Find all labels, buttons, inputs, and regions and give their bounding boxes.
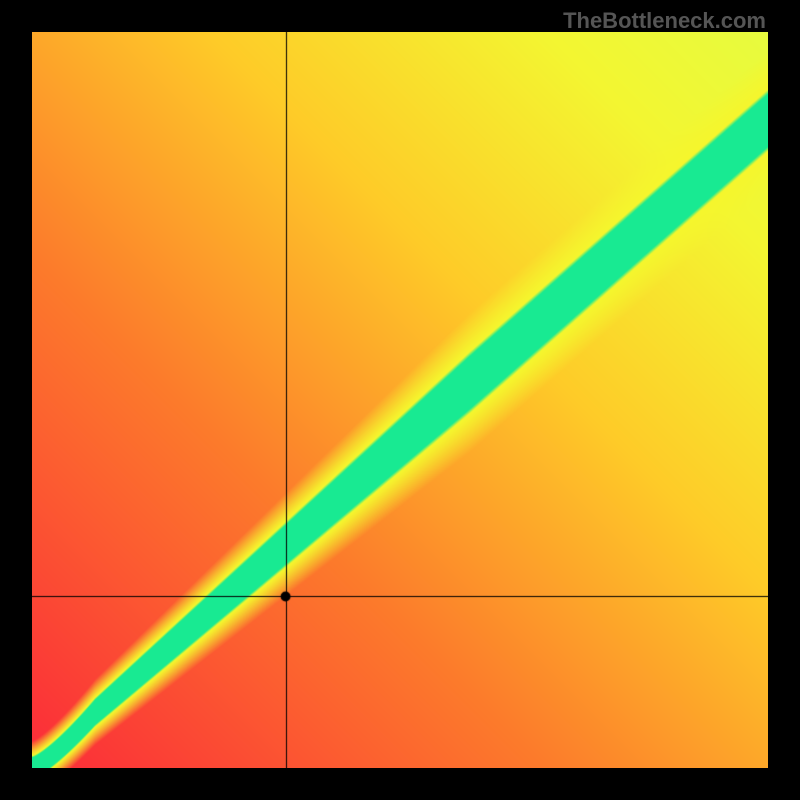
heatmap-canvas [32,32,768,768]
chart-container: TheBottleneck.com [0,0,800,800]
watermark-text: TheBottleneck.com [563,8,766,34]
